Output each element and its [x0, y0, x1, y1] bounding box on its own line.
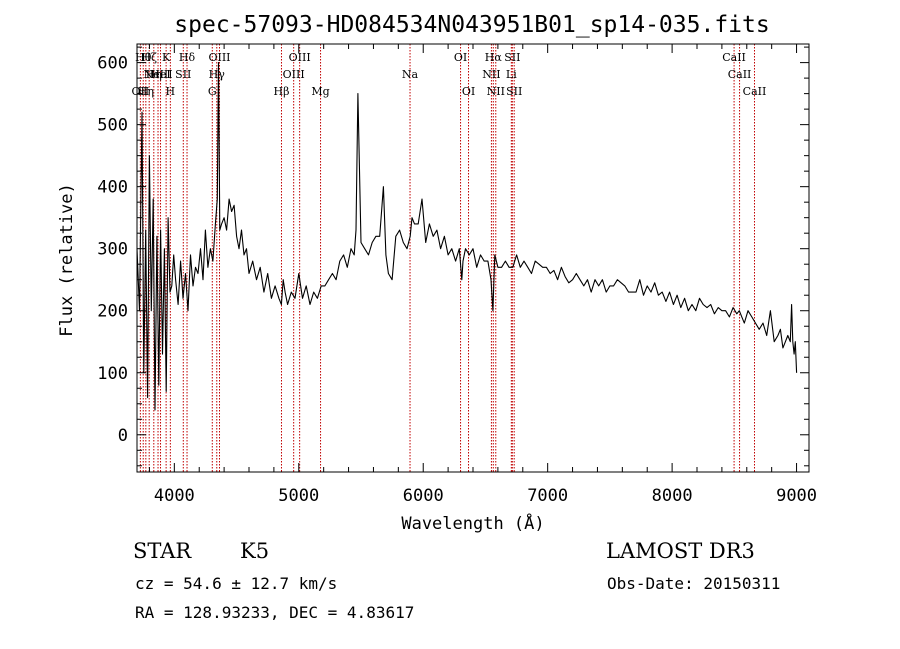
line-marker-label: OIII: [283, 68, 305, 81]
object-class: STAR: [133, 539, 192, 563]
line-marker-label: CaII: [743, 85, 767, 98]
line-marker-label: Hη: [138, 85, 154, 98]
line-marker-label: OI: [454, 51, 467, 64]
y-tick-label: 300: [97, 240, 128, 260]
line-marker-label: HeI: [150, 68, 170, 81]
line-marker-label: NII: [482, 68, 500, 81]
survey-name: LAMOST DR3: [606, 539, 755, 563]
redshift-cz: cz = 54.6 ± 12.7 km/s: [135, 574, 338, 593]
line-marker-label: NeIII: [143, 68, 172, 81]
chart-title: spec-57093-HD084534N043951B01_sp14-035.f…: [174, 12, 769, 38]
line-marker-label: CaII: [722, 51, 746, 64]
y-tick-label: 500: [97, 116, 128, 136]
spectral-line-labels: OIIHθHηHζHηNeIIIHeIKHSIIHδGHγOIIIHβOIIIO…: [132, 51, 767, 98]
line-marker-label: Li: [506, 68, 517, 81]
line-marker-label: Hα: [485, 51, 503, 64]
line-marker-label: OIII: [208, 51, 230, 64]
line-marker-label: SII: [504, 51, 520, 64]
x-tick-label: 6000: [403, 486, 444, 506]
spectral-line-markers: [139, 44, 755, 472]
line-marker-label: Na: [402, 68, 419, 81]
x-tick-label: 4000: [154, 486, 195, 506]
y-axis-label: Flux (relative): [57, 183, 77, 337]
line-marker-label: Hβ: [274, 85, 290, 98]
y-tick-label: 400: [97, 178, 128, 198]
x-tick-label: 9000: [776, 486, 817, 506]
line-marker-label: Hδ: [179, 51, 196, 64]
y-tick-label: 600: [97, 54, 128, 74]
line-marker-label: NII: [487, 85, 505, 98]
line-marker-label: CaII: [728, 68, 752, 81]
line-marker-label: SII: [175, 68, 191, 81]
line-marker-label: Hγ: [209, 68, 226, 81]
line-marker-label: OIII: [289, 51, 311, 64]
y-tick-label: 100: [97, 364, 128, 384]
y-tick-label: 200: [97, 302, 128, 322]
axes: 4000 5000 6000 7000 8000 9000 0 100 200 300 400 500…: [97, 44, 817, 506]
plot-frame: [136, 43, 810, 473]
line-marker-label: OI: [462, 85, 475, 98]
spectrum-line: [136, 62, 798, 411]
line-marker-label: Hζ: [141, 51, 157, 64]
y-tick-label: 0: [118, 426, 128, 446]
line-marker-label: G: [208, 85, 217, 98]
x-tick-label: 7000: [527, 486, 568, 506]
spectral-subclass: K5: [240, 539, 270, 563]
x-axis-label: Wavelength (Å): [401, 512, 544, 534]
line-marker-label: Hθ: [135, 51, 152, 64]
observation-date: Obs-Date: 20150311: [607, 574, 781, 593]
line-marker-label: K: [162, 51, 171, 64]
line-marker-label: Hη: [146, 68, 162, 81]
coordinates: RA = 128.93233, DEC = 4.83617: [135, 603, 415, 622]
line-marker-label: SII: [506, 85, 522, 98]
line-marker-label: H: [166, 85, 176, 98]
line-marker-label: Mg: [311, 85, 329, 98]
line-marker-label: OII: [132, 85, 150, 98]
x-tick-label: 5000: [278, 486, 319, 506]
x-tick-label: 8000: [652, 486, 693, 506]
